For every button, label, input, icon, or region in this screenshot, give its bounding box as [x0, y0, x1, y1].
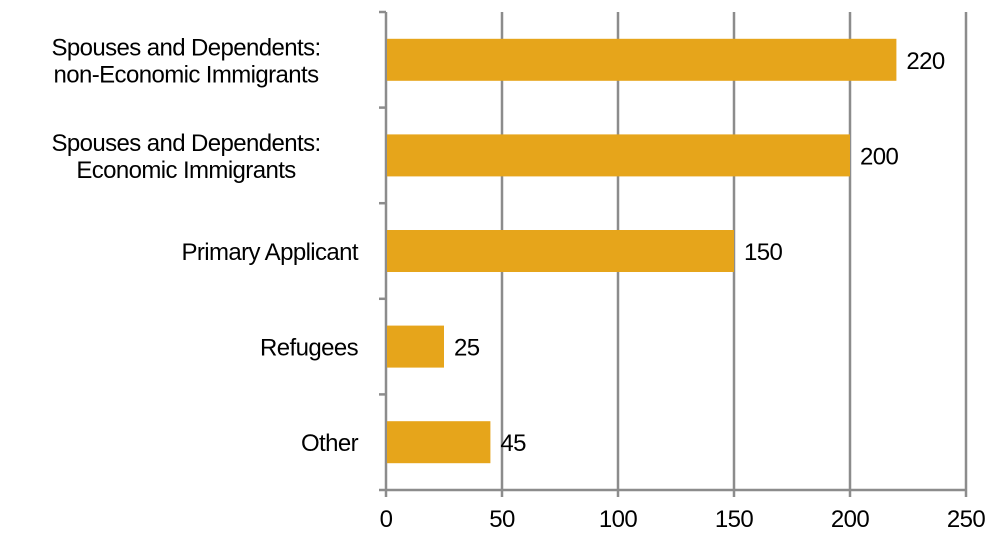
x-tick-label: 150	[715, 506, 753, 533]
x-tick-label: 250	[947, 506, 985, 533]
axes	[379, 10, 968, 497]
data-label: 150	[744, 239, 782, 266]
bar	[387, 325, 444, 368]
bar	[387, 230, 734, 272]
data-label: 25	[454, 335, 480, 362]
x-tick-label: 50	[489, 506, 515, 533]
category-label: Primary Applicant	[181, 239, 358, 266]
data-label: 45	[500, 430, 526, 457]
category-label: Refugees	[260, 335, 359, 362]
category-label: Spouses and Dependents: non-Economic Immi…	[51, 34, 320, 88]
category-label: Spouses and Dependents: Economic Immigran…	[51, 130, 320, 184]
x-tick-label: 0	[380, 506, 393, 533]
x-tick-label: 100	[599, 506, 637, 533]
labels: 0 50 100 150 200 250 220 Spouses and Dependents…	[51, 34, 986, 533]
bar	[387, 38, 897, 81]
bars	[387, 38, 897, 464]
category-label: Other	[301, 430, 359, 457]
bar	[387, 134, 850, 177]
x-tick-label: 200	[831, 506, 869, 533]
bar	[387, 421, 491, 464]
data-label: 220	[906, 48, 944, 75]
data-label: 200	[860, 143, 898, 170]
